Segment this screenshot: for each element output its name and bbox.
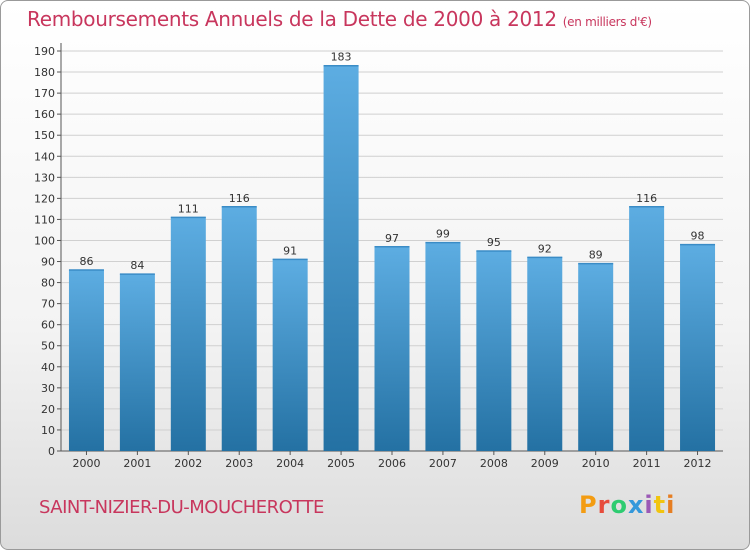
data-label: 183 <box>331 51 352 64</box>
y-tick-label: 130 <box>34 171 55 184</box>
bar-2009 <box>527 257 563 451</box>
y-tick-label: 70 <box>41 298 55 311</box>
x-tick-label: 2011 <box>633 457 661 470</box>
bar-2004 <box>272 259 308 451</box>
data-label: 98 <box>691 230 705 243</box>
bar-2010 <box>578 263 614 451</box>
x-tick-label: 2009 <box>531 457 559 470</box>
y-tick-label: 40 <box>41 361 55 374</box>
logo-letter: i <box>666 491 676 519</box>
chart-title-text: Remboursements Annuels de la Dette de 20… <box>27 7 557 31</box>
proxiti-logo: Proxiti <box>579 491 675 519</box>
y-tick-label: 100 <box>34 234 55 247</box>
bar-2007 <box>425 242 461 451</box>
y-tick-label: 140 <box>34 150 55 163</box>
bar-2000 <box>68 269 104 451</box>
logo-letter: P <box>579 491 598 519</box>
logo-letter: r <box>597 491 611 519</box>
x-tick-label: 2004 <box>276 457 304 470</box>
x-tick-label: 2010 <box>582 457 610 470</box>
data-label: 116 <box>229 192 250 205</box>
bar-2002 <box>170 217 206 451</box>
data-label: 91 <box>283 244 297 257</box>
x-tick-label: 2002 <box>174 457 202 470</box>
commune-name: SAINT-NIZIER-DU-MOUCHEROTTE <box>39 497 324 518</box>
x-tick-label: 2007 <box>429 457 457 470</box>
y-tick-label: 150 <box>34 129 55 142</box>
bar-2008 <box>476 251 512 451</box>
y-tick-label: 80 <box>41 277 55 290</box>
bar-2001 <box>119 274 155 451</box>
logo-letter: x <box>627 491 645 519</box>
y-tick-label: 160 <box>34 108 55 121</box>
y-tick-label: 190 <box>34 45 55 58</box>
logo-letter: t <box>653 491 667 519</box>
y-tick-label: 50 <box>41 340 55 353</box>
chart-unit-label: (en milliers d'€) <box>562 15 652 29</box>
logo-letter: i <box>644 491 654 519</box>
data-label: 92 <box>538 242 552 255</box>
y-tick-label: 0 <box>48 445 55 458</box>
x-tick-label: 2003 <box>225 457 253 470</box>
y-tick-label: 90 <box>41 256 55 269</box>
y-tick-label: 20 <box>41 403 55 416</box>
data-label: 84 <box>130 259 144 272</box>
chart-title: Remboursements Annuels de la Dette de 20… <box>27 7 652 31</box>
y-tick-label: 30 <box>41 382 55 395</box>
bar-2003 <box>221 206 257 451</box>
x-tick-label: 2006 <box>378 457 406 470</box>
bar-2011 <box>629 206 665 451</box>
data-label: 86 <box>79 255 93 268</box>
bar-2012 <box>680 244 716 451</box>
y-tick-label: 60 <box>41 319 55 332</box>
y-tick-label: 170 <box>34 87 55 100</box>
x-tick-label: 2001 <box>123 457 151 470</box>
bar-2005 <box>323 65 359 451</box>
x-tick-label: 2008 <box>480 457 508 470</box>
data-label: 116 <box>636 192 657 205</box>
data-label: 89 <box>589 249 603 262</box>
data-label: 95 <box>487 236 501 249</box>
y-tick-label: 120 <box>34 192 55 205</box>
x-tick-label: 2012 <box>684 457 712 470</box>
data-label: 99 <box>436 228 450 241</box>
x-tick-label: 2005 <box>327 457 355 470</box>
plot-area: 0 10 20 30 40 50 60 70 80 90 100 110 120 130 140 150 160… <box>34 43 723 470</box>
data-label: 111 <box>178 202 199 215</box>
bar-2006 <box>374 246 410 451</box>
y-tick-label: 10 <box>41 424 55 437</box>
logo-letter: o <box>610 491 628 519</box>
data-label: 97 <box>385 232 399 245</box>
x-tick-label: 2000 <box>72 457 100 470</box>
y-tick-label: 180 <box>34 66 55 79</box>
y-tick-label: 110 <box>34 213 55 226</box>
